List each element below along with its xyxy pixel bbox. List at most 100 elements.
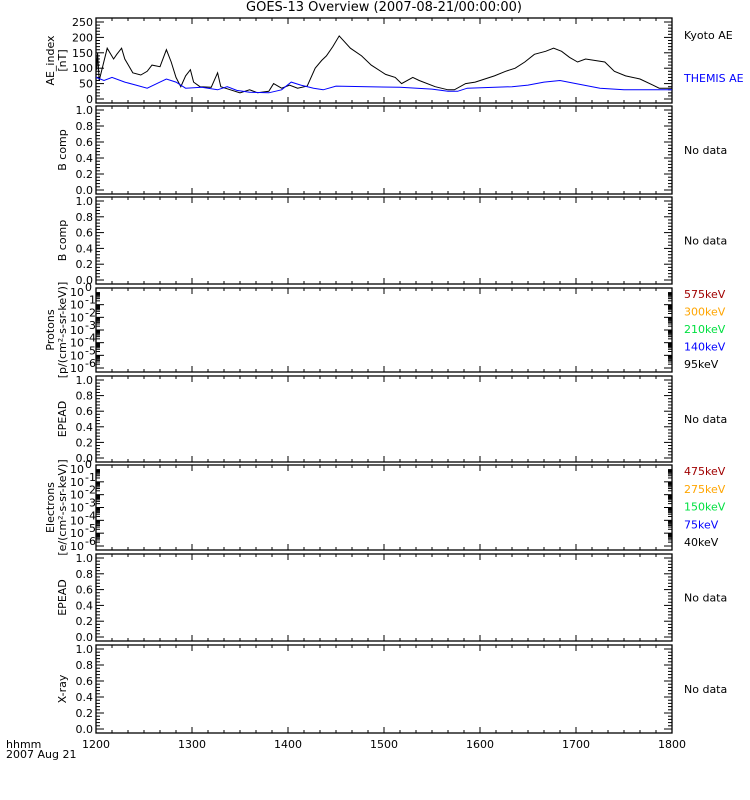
y-tick-label: 1.0: [76, 643, 94, 656]
x-axis-unit-label: hhmm: [6, 738, 42, 751]
y-tick-exponent: -1: [85, 294, 96, 307]
y-tick-label: 0.6: [76, 227, 94, 240]
x-tick-label: 1600: [466, 738, 494, 751]
y-tick-label: 0.6: [76, 136, 94, 149]
legend-label: 475keV: [684, 465, 726, 478]
y-tick-label: 10: [70, 324, 84, 337]
y-tick-label: 0.8: [76, 120, 94, 133]
y-tick-label: 0.6: [76, 405, 94, 418]
y-tick-label: 0.4: [76, 691, 94, 704]
y-tick-label: 10: [70, 540, 84, 553]
y-tick-label: 150: [72, 47, 93, 60]
y-tick-exponent: -2: [85, 306, 96, 319]
legend-label: THEMIS AE: [683, 72, 744, 85]
panel-frame: [95, 287, 673, 373]
y-tick-label: 0.2: [76, 168, 94, 181]
legend-label: 275keV: [684, 483, 726, 496]
y-tick-exponent: -6: [85, 357, 96, 370]
y-tick-label: 0.6: [76, 675, 94, 688]
panel-frame: [95, 196, 673, 285]
y-tick-label: 1.0: [76, 374, 94, 387]
y-axis-label: [p/(cm²-s-sr-keV)]: [56, 282, 69, 379]
y-tick-label: 0: [86, 93, 93, 106]
legend-label: No data: [684, 592, 727, 605]
legend-label: 300keV: [684, 306, 726, 319]
panel-frame: [95, 105, 673, 195]
y-axis-label: B comp: [56, 220, 69, 262]
panel-frame: [95, 464, 673, 551]
y-tick-label: 0.2: [76, 707, 94, 720]
legend-label: 150keV: [684, 501, 726, 514]
legend-label: No data: [684, 144, 727, 157]
legend-label: No data: [684, 413, 727, 426]
y-axis-label: EPEAD: [56, 401, 69, 438]
y-tick-label: 1.0: [76, 195, 94, 208]
y-tick-exponent: -3: [85, 497, 96, 510]
y-tick-label: 200: [72, 31, 93, 44]
panel-2: 0.0 0.2 0.4 0.6 0.8 1.0 B comp No data: [56, 195, 727, 287]
y-tick-label: 10: [70, 489, 84, 502]
y-axis-label: EPEAD: [56, 579, 69, 616]
y-tick-exponent: -4: [85, 332, 96, 345]
y-tick-label: 0.4: [76, 599, 94, 612]
legend-label: 75keV: [684, 518, 719, 531]
y-tick-label: 1.0: [76, 552, 94, 565]
legend-label: No data: [684, 683, 727, 696]
y-tick-label: 50: [79, 78, 93, 91]
y-tick-label: 0.2: [76, 258, 94, 271]
x-axis-date-label: 2007 Aug 21: [6, 748, 77, 761]
panel-frame: [95, 553, 673, 642]
legend-label: 95keV: [684, 358, 719, 371]
legend-label: 140keV: [684, 341, 726, 354]
y-axis-label: [nT]: [56, 49, 69, 71]
x-tick-label: 1400: [274, 738, 302, 751]
y-tick-label: 10: [70, 476, 84, 489]
y-tick-label: 0.6: [76, 584, 94, 597]
y-tick-label: 0.4: [76, 421, 94, 434]
y-axis-label: Protons: [44, 309, 57, 350]
y-tick-exponent: -4: [85, 509, 96, 522]
x-tick-label: 1300: [178, 738, 206, 751]
figure-title: GOES-13 Overview (2007-08-21/00:00:00): [246, 0, 522, 15]
y-tick-exponent: -6: [85, 535, 96, 548]
y-tick-label: 250: [72, 16, 93, 29]
legend-label: Kyoto AE: [684, 29, 733, 42]
panel-4: 0.0 0.2 0.4 0.6 0.8 1.0 EPEAD No data: [56, 374, 727, 465]
y-tick-label: 10: [70, 362, 84, 375]
y-axis-label: AE_index: [44, 35, 57, 86]
y-tick-label: 10: [70, 463, 84, 476]
y-tick-exponent: -1: [85, 471, 96, 484]
series-line-kyoto-ae: [95, 35, 672, 94]
panel-0: 0 50 100 150 200 250 AE_index [nT] Kyoto AE THEMI…: [44, 16, 744, 106]
y-tick-label: 10: [70, 349, 84, 362]
legend-label: 575keV: [684, 288, 726, 301]
y-tick-exponent: -3: [85, 319, 96, 332]
legend-label: 40keV: [684, 536, 719, 549]
y-tick-label: 100: [72, 62, 93, 75]
y-tick-label: 0.2: [76, 436, 94, 449]
y-tick-label: 0.4: [76, 152, 94, 165]
y-tick-label: 10: [70, 337, 84, 350]
y-tick-exponent: 0: [85, 458, 92, 471]
y-tick-label: 10: [70, 527, 84, 540]
panel-7: 0.0 0.2 0.4 0.6 0.8 1.0 X-ray No data: [56, 643, 727, 736]
y-axis-label: B comp: [56, 129, 69, 171]
y-tick-label: 0.8: [76, 211, 94, 224]
legend-label: No data: [684, 235, 727, 248]
y-tick-label: 0.8: [76, 390, 94, 403]
x-tick-label: 1200: [82, 738, 110, 751]
y-tick-label: 0.8: [76, 659, 94, 672]
y-tick-exponent: -5: [85, 344, 96, 357]
panel-frame: [95, 375, 673, 463]
y-axis-label: [e/(cm²-s-sr-keV)]: [56, 459, 69, 555]
y-tick-label: 0.0: [76, 452, 94, 465]
y-tick-exponent: -2: [85, 484, 96, 497]
series-line-themis-ae: [95, 76, 672, 94]
x-tick-label: 1700: [562, 738, 590, 751]
y-tick-label: 10: [70, 286, 84, 299]
y-tick-label: 0.2: [76, 615, 94, 628]
legend-label: 210keV: [684, 323, 726, 336]
